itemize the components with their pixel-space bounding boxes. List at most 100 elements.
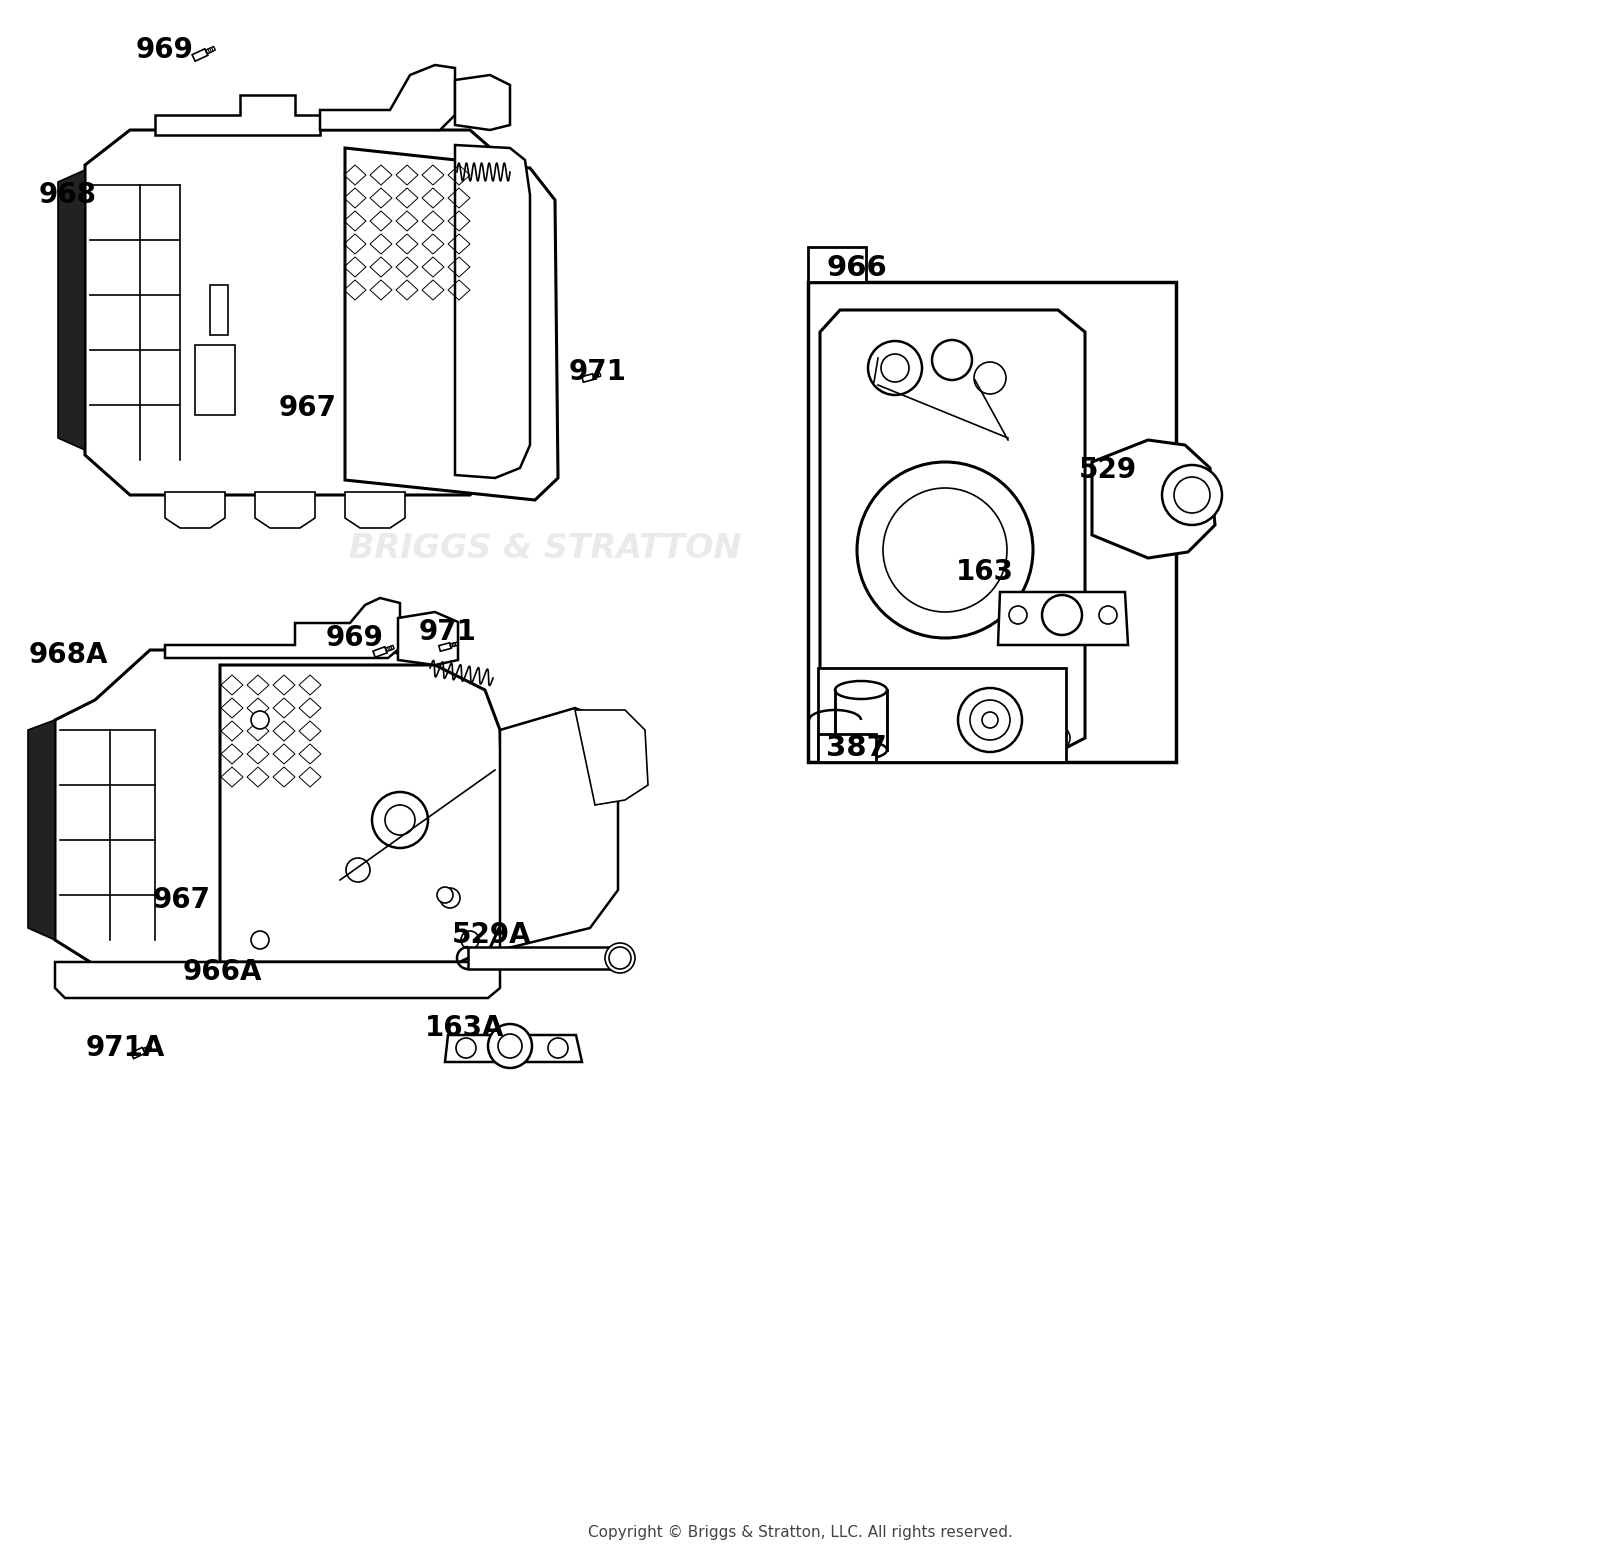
Line: 2 pts: 2 pts xyxy=(206,50,208,53)
Point xyxy=(382,644,402,663)
Polygon shape xyxy=(445,1034,582,1062)
Bar xyxy=(808,246,866,282)
Circle shape xyxy=(440,888,461,908)
Polygon shape xyxy=(54,963,499,998)
Polygon shape xyxy=(165,491,226,527)
Point xyxy=(382,641,402,660)
Circle shape xyxy=(346,858,370,881)
Polygon shape xyxy=(165,597,400,658)
Ellipse shape xyxy=(835,682,886,699)
Circle shape xyxy=(371,792,429,849)
Point xyxy=(139,1045,158,1064)
Polygon shape xyxy=(438,643,451,651)
Line: 2 pts: 2 pts xyxy=(211,47,213,51)
Line: 2 pts: 2 pts xyxy=(210,48,211,51)
Polygon shape xyxy=(450,643,458,647)
Text: 971A: 971A xyxy=(85,1034,165,1062)
Point xyxy=(445,640,464,658)
Text: 163A: 163A xyxy=(426,1014,504,1042)
Circle shape xyxy=(456,1037,477,1058)
Bar xyxy=(808,282,1176,761)
Circle shape xyxy=(974,362,1006,395)
Text: 387: 387 xyxy=(826,735,886,761)
Point xyxy=(381,641,400,660)
Polygon shape xyxy=(346,148,558,501)
Point xyxy=(589,367,608,385)
Text: 967: 967 xyxy=(154,886,211,914)
Bar xyxy=(818,735,877,761)
Point xyxy=(378,644,397,663)
Point xyxy=(446,640,466,658)
Circle shape xyxy=(251,711,269,729)
Point xyxy=(378,641,397,660)
Text: 971: 971 xyxy=(419,618,477,646)
Polygon shape xyxy=(58,170,85,449)
Bar xyxy=(835,690,886,750)
Polygon shape xyxy=(221,665,506,963)
Point xyxy=(205,48,224,67)
Text: 966A: 966A xyxy=(182,958,262,986)
Text: Copyright © Briggs & Stratton, LLC. All rights reserved.: Copyright © Briggs & Stratton, LLC. All … xyxy=(587,1524,1013,1540)
Point xyxy=(198,44,218,62)
Polygon shape xyxy=(155,95,320,136)
Text: 529A: 529A xyxy=(453,920,531,948)
Point xyxy=(138,1042,157,1061)
Point xyxy=(379,644,398,663)
Text: 966: 966 xyxy=(826,254,886,282)
Circle shape xyxy=(488,1023,531,1069)
Polygon shape xyxy=(499,708,618,950)
Polygon shape xyxy=(398,612,458,665)
Circle shape xyxy=(1010,605,1027,624)
Circle shape xyxy=(829,725,851,750)
Polygon shape xyxy=(254,491,315,527)
Text: 529: 529 xyxy=(1078,456,1138,484)
Circle shape xyxy=(610,947,630,969)
Point xyxy=(205,44,224,62)
Circle shape xyxy=(1099,605,1117,624)
Polygon shape xyxy=(142,1045,152,1051)
Point xyxy=(141,1045,160,1064)
Polygon shape xyxy=(454,145,530,477)
Circle shape xyxy=(251,931,269,948)
Point xyxy=(136,1045,155,1064)
Polygon shape xyxy=(454,75,510,129)
Polygon shape xyxy=(582,374,594,382)
Bar xyxy=(210,285,229,335)
Bar xyxy=(195,345,235,415)
Point xyxy=(584,370,603,388)
Point xyxy=(200,48,219,67)
Polygon shape xyxy=(998,591,1128,644)
Text: 968A: 968A xyxy=(29,641,107,669)
Point xyxy=(442,640,461,658)
Point xyxy=(586,370,605,388)
Circle shape xyxy=(1162,465,1222,526)
Polygon shape xyxy=(205,47,216,55)
Circle shape xyxy=(958,688,1022,752)
Polygon shape xyxy=(320,66,454,129)
Point xyxy=(139,1042,158,1061)
Point xyxy=(198,48,218,67)
Polygon shape xyxy=(29,721,54,941)
Circle shape xyxy=(437,888,453,903)
Polygon shape xyxy=(373,647,387,657)
Circle shape xyxy=(1046,725,1070,750)
Polygon shape xyxy=(574,710,648,805)
Line: 2 pts: 2 pts xyxy=(208,48,210,53)
Text: BRIGGS & STRATTON: BRIGGS & STRATTON xyxy=(349,532,741,565)
Point xyxy=(136,1042,155,1061)
Circle shape xyxy=(931,340,973,381)
Point xyxy=(141,1042,160,1061)
Text: 968: 968 xyxy=(38,181,98,209)
Point xyxy=(381,644,400,663)
Text: 163: 163 xyxy=(957,558,1014,587)
Polygon shape xyxy=(819,310,1085,752)
Polygon shape xyxy=(386,646,394,652)
Point xyxy=(138,1045,157,1064)
Text: 969: 969 xyxy=(136,36,194,64)
Point xyxy=(587,367,606,385)
Polygon shape xyxy=(594,373,600,378)
Point xyxy=(584,367,603,385)
Ellipse shape xyxy=(835,741,886,760)
Bar xyxy=(467,947,621,969)
Polygon shape xyxy=(131,1047,146,1059)
